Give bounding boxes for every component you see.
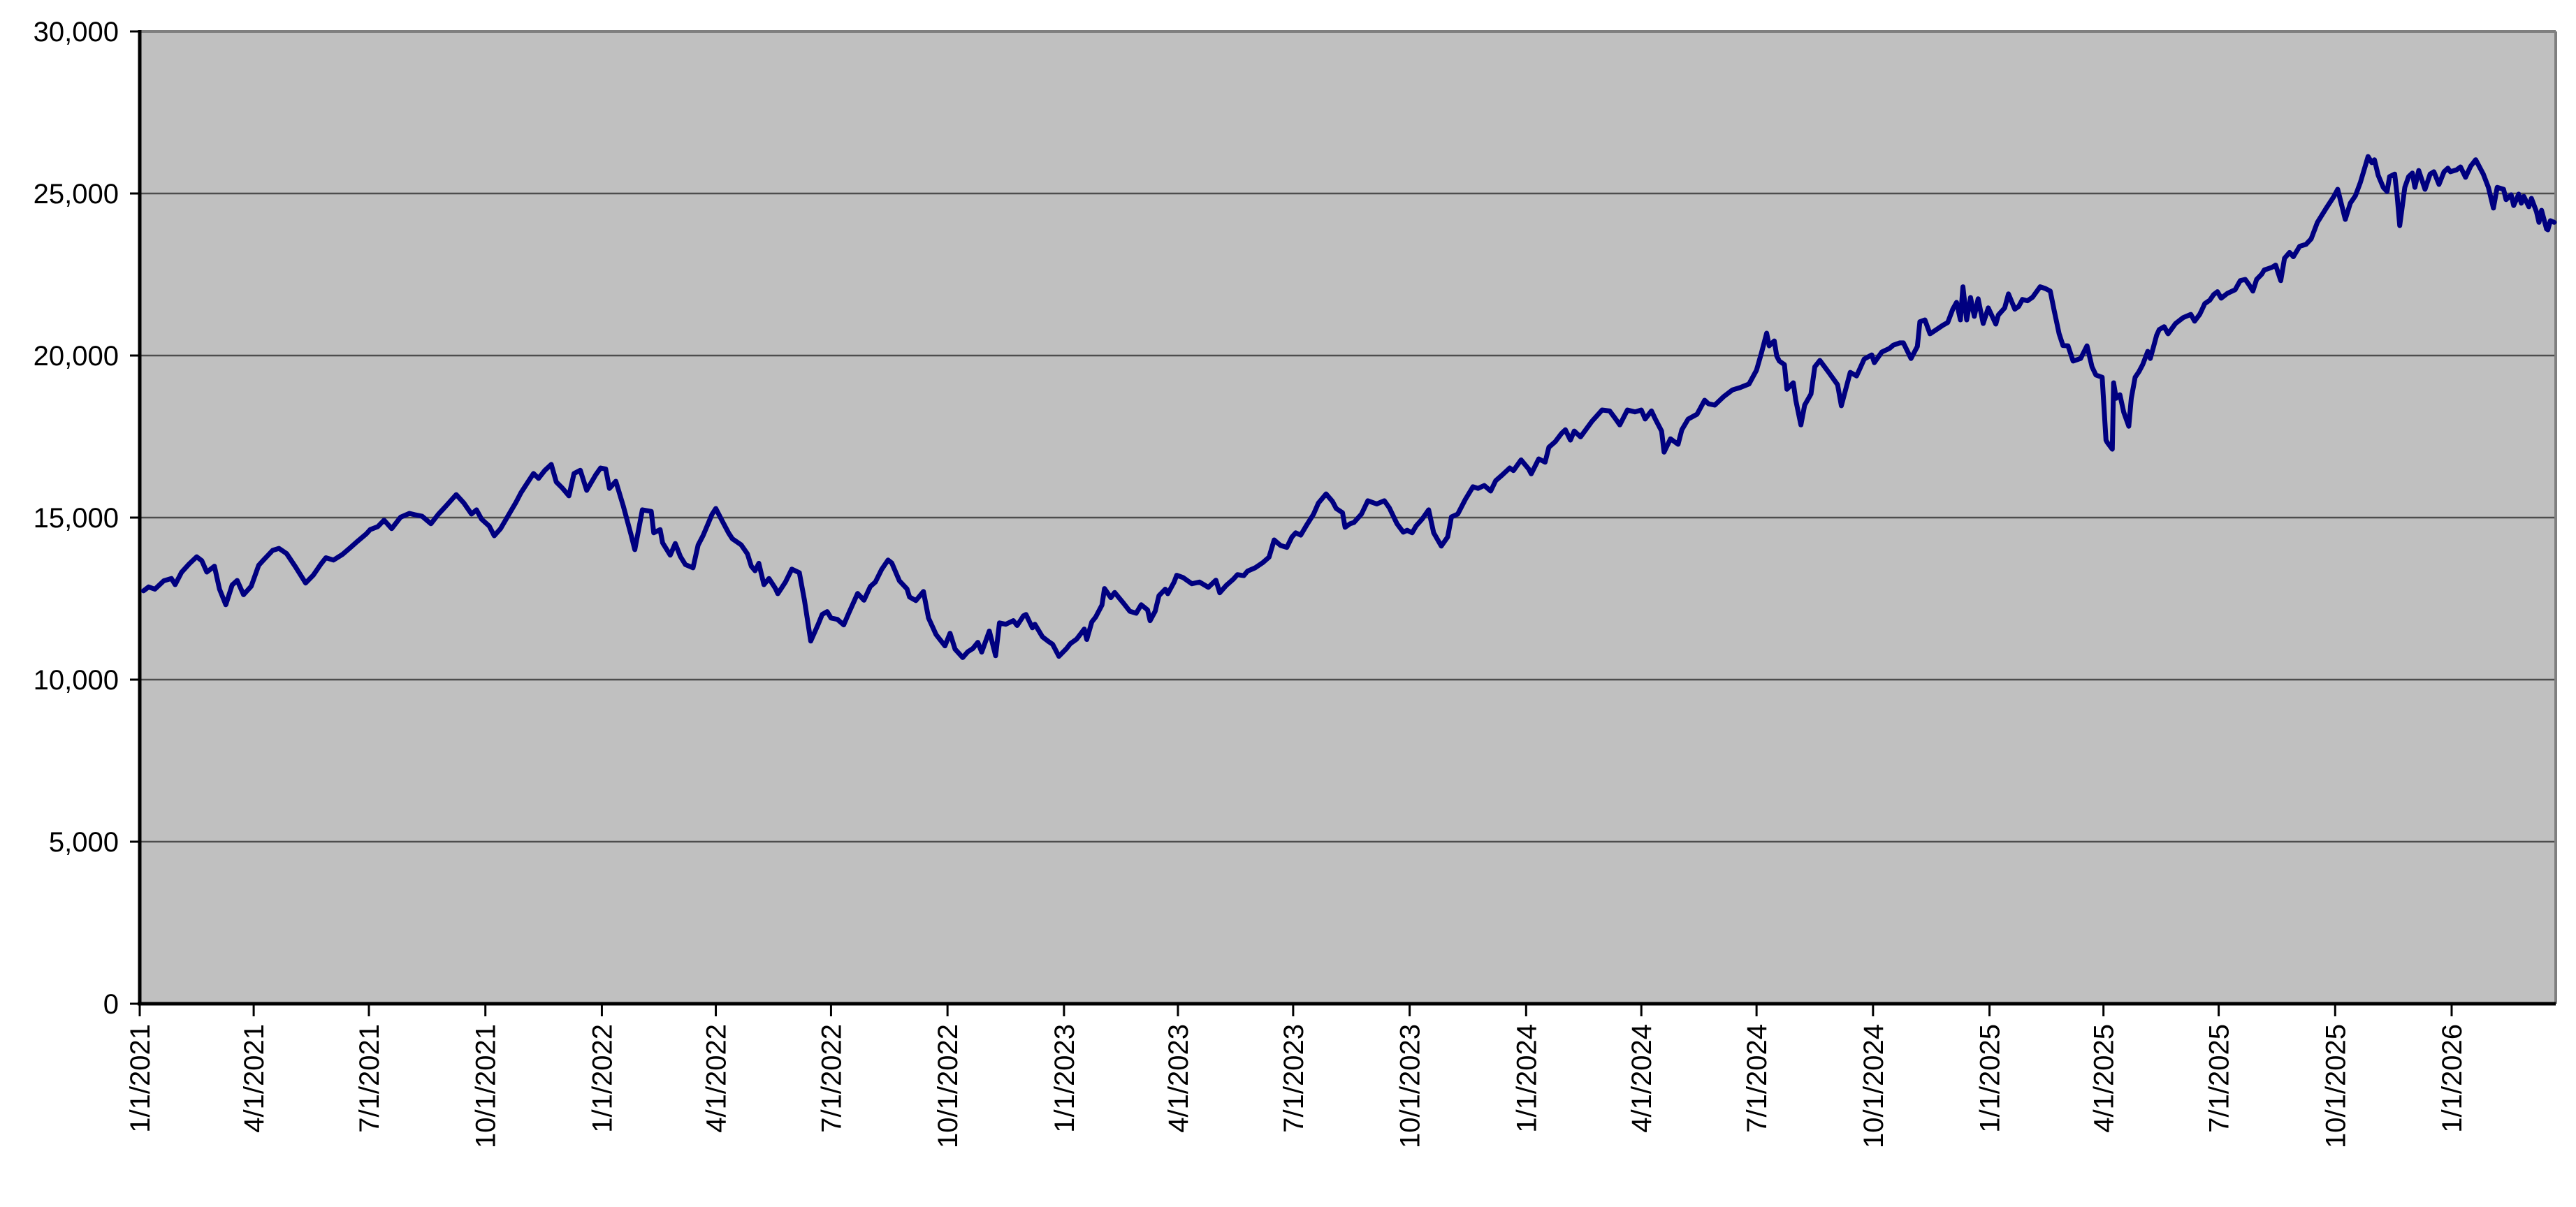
y-axis-tick-label: 5,000 bbox=[49, 827, 119, 858]
x-axis-tick-label: 10/1/2023 bbox=[1395, 1024, 1426, 1148]
x-axis-tick-label: 7/1/2024 bbox=[1742, 1024, 1773, 1133]
x-axis-tick-label: 4/1/2021 bbox=[239, 1024, 270, 1133]
x-axis-tick-label: 1/1/2026 bbox=[2437, 1024, 2468, 1133]
x-axis-tick-label: 7/1/2023 bbox=[1279, 1024, 1309, 1133]
x-axis-tick-label: 4/1/2023 bbox=[1163, 1024, 1194, 1133]
x-axis-tick-label: 10/1/2021 bbox=[471, 1024, 502, 1148]
x-axis-tick-label: 10/1/2022 bbox=[933, 1024, 963, 1148]
y-axis-tick-label: 0 bbox=[103, 989, 119, 1020]
y-axis-tick-label: 20,000 bbox=[34, 341, 119, 372]
x-axis-tick-label: 1/1/2024 bbox=[1511, 1024, 1542, 1133]
data-series-line bbox=[140, 154, 2557, 660]
x-axis-tick-label: 4/1/2024 bbox=[1627, 1024, 1657, 1133]
y-axis-tick-label: 15,000 bbox=[34, 503, 119, 534]
x-axis-tick-label: 10/1/2024 bbox=[1858, 1024, 1889, 1148]
y-axis-tick-label: 10,000 bbox=[34, 665, 119, 696]
x-axis-tick-label: 7/1/2021 bbox=[354, 1024, 385, 1133]
y-axis-tick-label: 30,000 bbox=[34, 17, 119, 47]
y-axis-tick-label: 25,000 bbox=[34, 179, 119, 210]
x-axis-tick-label: 1/1/2025 bbox=[1975, 1024, 2006, 1133]
x-axis-tick-label: 4/1/2025 bbox=[2089, 1024, 2120, 1133]
x-axis-tick-label: 7/1/2025 bbox=[2204, 1024, 2235, 1133]
x-axis-tick-label: 7/1/2022 bbox=[816, 1024, 847, 1133]
x-axis-tick-label: 1/1/2021 bbox=[125, 1024, 156, 1133]
x-axis-tick-label: 1/1/2023 bbox=[1049, 1024, 1080, 1133]
x-axis-tick-label: 1/1/2022 bbox=[587, 1024, 618, 1133]
x-axis-tick-label: 4/1/2022 bbox=[701, 1024, 732, 1133]
x-axis-tick-label: 10/1/2025 bbox=[2320, 1024, 2351, 1148]
